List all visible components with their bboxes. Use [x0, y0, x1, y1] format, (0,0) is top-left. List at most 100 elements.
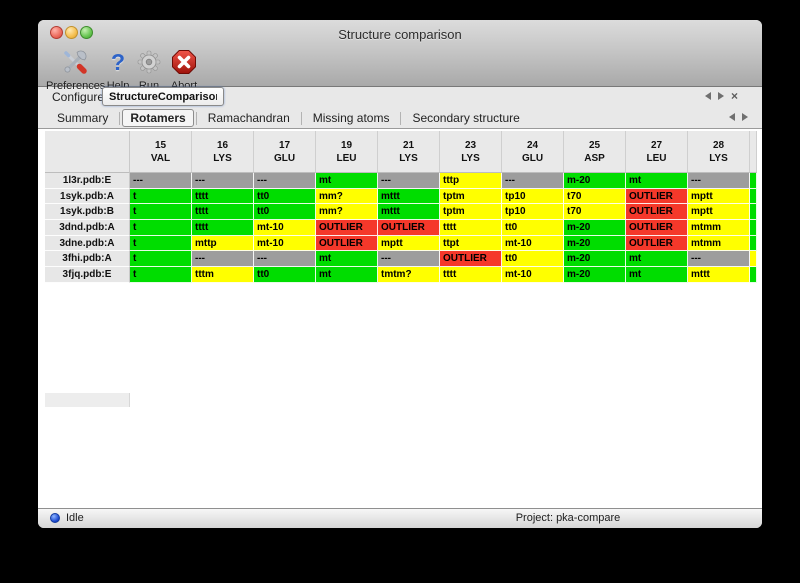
rotamer-cell[interactable]: ---: [688, 251, 750, 268]
column-header-19[interactable]: 19 LEU: [316, 131, 378, 173]
rotamer-cell[interactable]: ttpt: [440, 235, 502, 252]
minimize-traffic-light[interactable]: [65, 26, 78, 39]
rotamer-cell[interactable]: ---: [254, 251, 316, 268]
rotamer-cell[interactable]: mttp: [192, 235, 254, 252]
rotamer-cell[interactable]: mt: [316, 251, 378, 268]
row-label[interactable]: 3fhi.pdb:A: [45, 251, 130, 268]
rotamer-cell[interactable]: mt: [626, 173, 688, 189]
tab-rotamers[interactable]: Rotamers: [122, 109, 194, 127]
rotamer-cell[interactable]: tt0: [254, 267, 316, 283]
rotamer-cell[interactable]: tptm: [440, 204, 502, 221]
previous-configuration-icon[interactable]: [704, 92, 711, 100]
previous-tab-icon[interactable]: [729, 113, 735, 121]
rotamer-cell[interactable]: mt: [316, 173, 378, 189]
tab-summary[interactable]: Summary: [57, 111, 109, 125]
rotamer-cell[interactable]: mtmm: [688, 235, 750, 252]
rotamer-cell[interactable]: mm?: [316, 188, 378, 205]
rotamer-cell[interactable]: OUTLIER: [378, 220, 440, 236]
rotamer-cell[interactable]: OUTLIER: [626, 188, 688, 205]
rotamer-cell[interactable]: OUTLIER: [316, 220, 378, 236]
rotamer-cell[interactable]: t: [130, 251, 192, 268]
rotamer-cell[interactable]: t70: [564, 204, 626, 221]
rotamer-cell[interactable]: tp10: [502, 204, 564, 221]
rotamer-cell[interactable]: OUTLIER: [626, 204, 688, 221]
rotamer-cell[interactable]: mtmm: [688, 220, 750, 236]
rotamer-cell[interactable]: mttt: [378, 188, 440, 205]
configure-name-input[interactable]: [102, 87, 224, 106]
rotamer-cell[interactable]: tt0: [254, 204, 316, 221]
rotamer-cell[interactable]: mptt: [688, 204, 750, 221]
rotamer-cell[interactable]: mptt: [688, 188, 750, 205]
column-header-15[interactable]: 15 VAL: [130, 131, 192, 173]
column-header-27[interactable]: 27 LEU: [626, 131, 688, 173]
rotamer-cell[interactable]: ---: [378, 173, 440, 189]
rotamer-cell[interactable]: tt0: [502, 251, 564, 268]
rotamer-cell[interactable]: ---: [378, 251, 440, 268]
rotamer-cell[interactable]: t: [130, 267, 192, 283]
rotamer-cell[interactable]: mm?: [316, 204, 378, 221]
rotamer-cell[interactable]: tptm: [440, 188, 502, 205]
rotamer-cell[interactable]: ---: [254, 173, 316, 189]
rotamer-cell[interactable]: t: [130, 188, 192, 205]
tab-secondary-structure[interactable]: Secondary structure: [412, 111, 520, 125]
rotamer-cell[interactable]: mt-10: [502, 267, 564, 283]
close-configuration-icon[interactable]: ×: [730, 89, 738, 103]
rotamer-cell[interactable]: mt: [626, 251, 688, 268]
row-label[interactable]: 3fjq.pdb:E: [45, 267, 130, 283]
rotamer-cell[interactable]: OUTLIER: [440, 251, 502, 268]
rotamer-cell[interactable]: tmtm?: [378, 267, 440, 283]
column-header-17[interactable]: 17 GLU: [254, 131, 316, 173]
rotamer-cell[interactable]: mttt: [688, 267, 750, 283]
rotamer-cell[interactable]: tttt: [192, 188, 254, 205]
rotamer-cell[interactable]: mt-10: [254, 220, 316, 236]
rotamer-cell[interactable]: ---: [130, 173, 192, 189]
rotamer-cell[interactable]: mt: [316, 267, 378, 283]
rotamer-cell[interactable]: t70: [564, 188, 626, 205]
row-label[interactable]: 3dne.pdb:A: [45, 235, 130, 252]
rotamer-cell[interactable]: tttt: [192, 204, 254, 221]
column-header-23[interactable]: 23 LYS: [440, 131, 502, 173]
rotamer-cell[interactable]: m-20: [564, 220, 626, 236]
rotamer-cell[interactable]: m-20: [564, 235, 626, 252]
column-header-25[interactable]: 25 ASP: [564, 131, 626, 173]
rotamer-cell[interactable]: tt0: [502, 220, 564, 236]
close-traffic-light[interactable]: [50, 26, 63, 39]
rotamer-cell[interactable]: tp10: [502, 188, 564, 205]
row-label[interactable]: 1syk.pdb:B: [45, 204, 130, 221]
rotamer-cell[interactable]: m-20: [564, 251, 626, 268]
column-header-21[interactable]: 21 LYS: [378, 131, 440, 173]
rotamer-cell[interactable]: OUTLIER: [626, 220, 688, 236]
row-label[interactable]: 1l3r.pdb:E: [45, 173, 130, 189]
rotamer-cell[interactable]: mt-10: [502, 235, 564, 252]
tab-missing-atoms[interactable]: Missing atoms: [312, 111, 390, 125]
column-header-28[interactable]: 28 LYS: [688, 131, 750, 173]
rotamer-cell[interactable]: OUTLIER: [316, 235, 378, 252]
rotamer-cell[interactable]: ---: [192, 251, 254, 268]
rotamer-cell[interactable]: mptt: [378, 235, 440, 252]
rotamer-cell[interactable]: tttp: [440, 173, 502, 189]
rotamer-cell[interactable]: ---: [192, 173, 254, 189]
rotamer-cell[interactable]: t: [130, 235, 192, 252]
column-header-24[interactable]: 24 GLU: [502, 131, 564, 173]
rotamer-cell[interactable]: t: [130, 204, 192, 221]
rotamer-cell[interactable]: tttt: [440, 267, 502, 283]
rotamer-cell[interactable]: tttt: [440, 220, 502, 236]
rotamer-cell[interactable]: m-20: [564, 173, 626, 189]
rotamer-cell[interactable]: ---: [502, 173, 564, 189]
rotamer-cell[interactable]: ---: [688, 173, 750, 189]
next-configuration-icon[interactable]: [717, 92, 724, 100]
row-label[interactable]: 3dnd.pdb:A: [45, 220, 130, 236]
row-label[interactable]: 1syk.pdb:A: [45, 188, 130, 205]
rotamer-cell[interactable]: mt: [626, 267, 688, 283]
rotamer-cell[interactable]: tttm: [192, 267, 254, 283]
tab-ramachandran[interactable]: Ramachandran: [207, 111, 290, 125]
next-tab-icon[interactable]: [742, 113, 748, 121]
rotamer-cell[interactable]: t: [130, 220, 192, 236]
rotamer-cell[interactable]: mttt: [378, 204, 440, 221]
zoom-traffic-light[interactable]: [80, 26, 93, 39]
column-header-16[interactable]: 16 LYS: [192, 131, 254, 173]
preferences-button[interactable]: Preferences: [46, 49, 105, 94]
rotamer-cell[interactable]: mt-10: [254, 235, 316, 252]
rotamer-cell[interactable]: m-20: [564, 267, 626, 283]
rotamer-cell[interactable]: OUTLIER: [626, 235, 688, 252]
